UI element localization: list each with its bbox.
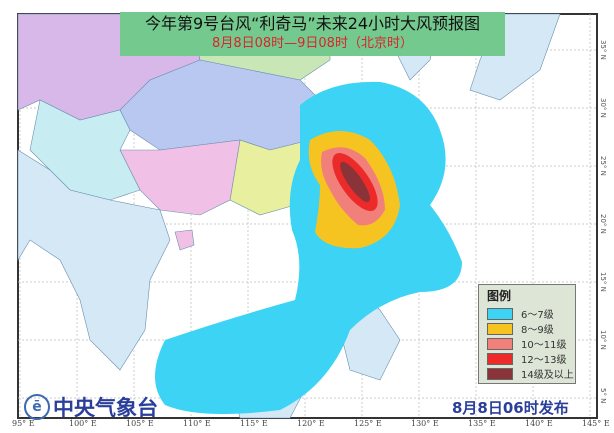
latitude-label: 15° N [599,272,607,292]
hainan [174,229,195,251]
title-box: 今年第9号台风“利奇马”未来24小时大风预报图 8月8日08时—9日08时（北京… [120,12,505,56]
agency-logo: ē 中央气象台 [24,392,158,422]
china-south [119,139,241,216]
latitude-label: 5° N [599,388,607,404]
longitude-label: 135° E [468,419,496,428]
legend-item: 10～11级 [487,336,575,351]
legend-swatch [487,322,513,335]
legend-swatch [487,337,513,350]
legend-item: 6～7级 [487,306,575,321]
legend-label: 8～9级 [521,325,554,336]
latitude-label: 35° N [599,40,607,60]
longitude-label: 130° E [411,419,439,428]
legend-swatch [487,352,513,365]
issue-time: 8月8日06时发布 [452,399,569,417]
cma-emblem-icon: ē [24,394,50,420]
longitude-label: 145° E [582,419,610,428]
china-southwest [29,99,141,201]
latitude-label: 30° N [599,98,607,118]
longitude-label: 100° E [69,419,97,428]
map-title: 今年第9号台风“利奇马”未来24小时大风预报图 [144,14,481,33]
legend-item: 14级及以上 [487,366,575,381]
legend-item: 8～9级 [487,321,575,336]
longitude-label: 120° E [297,419,325,428]
legend-label: 14级及以上 [521,370,574,381]
agency-name: 中央气象台 [53,396,158,420]
legend-label: 10～11级 [521,340,567,351]
longitude-label: 125° E [354,419,382,428]
legend-title: 图例 [487,289,512,303]
longitude-label: 105° E [126,419,154,428]
legend: 图例 6～7级 8～9级 10～11级 12～13级 14级及以上 [478,284,576,384]
legend-label: 6～7级 [521,310,554,321]
latitude-label: 10° N [599,330,607,350]
longitude-label: 140° E [525,419,553,428]
longitude-label: 95° E [12,419,35,428]
indochina [17,149,171,371]
longitude-label: 115° E [240,419,268,428]
legend-swatch [487,307,513,320]
legend-label: 12～13级 [521,355,567,366]
latitude-label: 20° N [599,214,607,234]
latitude-label: 25° N [599,156,607,176]
legend-swatch [487,367,513,380]
wind-area-14-plus [340,161,370,203]
legend-item: 12～13级 [487,351,575,366]
longitude-label: 110° E [183,419,211,428]
map-subtitle: 8月8日08时—9日08时（北京时） [212,36,413,51]
